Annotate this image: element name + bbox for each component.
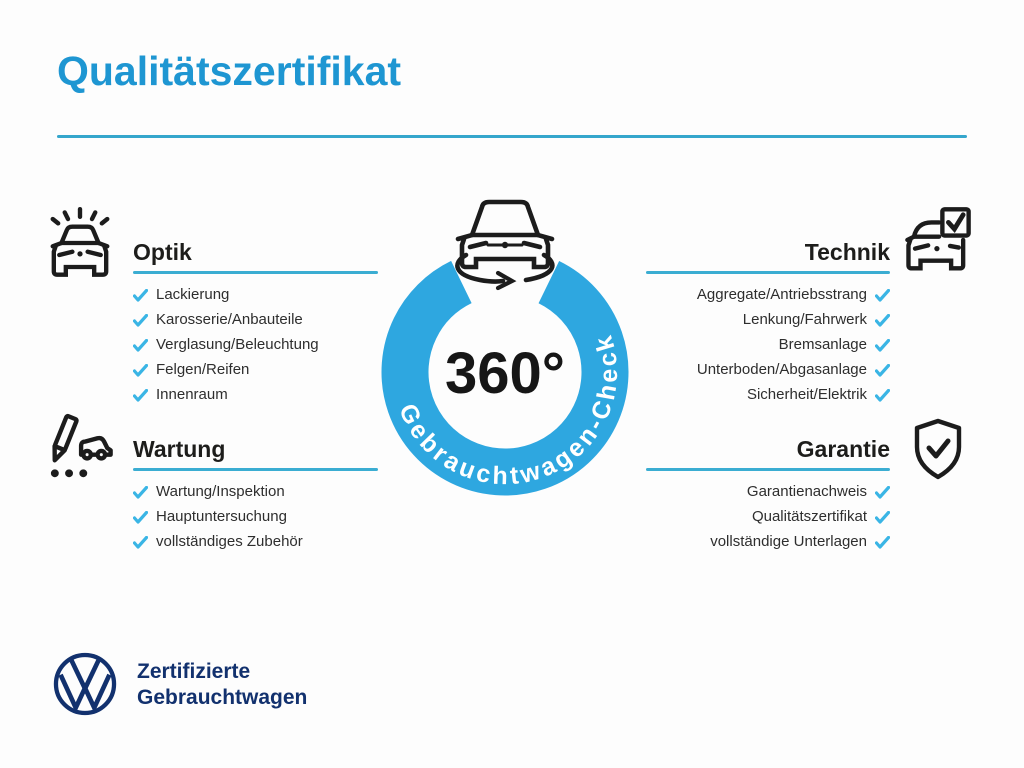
check-icon <box>875 535 890 549</box>
check-item-label: Karosserie/Anbauteile <box>156 311 303 328</box>
section-title: Wartung <box>133 436 226 462</box>
check-item-label: Sicherheit/Elektrik <box>746 386 867 403</box>
check-list-item: Lenkung/Fahrwerk <box>646 312 890 328</box>
check-list-item: Aggregate/Antriebsstrang <box>646 287 890 303</box>
check-item-label: vollständiges Zubehör <box>156 533 303 550</box>
check-item-label: Innenraum <box>156 386 228 403</box>
page-title: Qualitätszertifikat <box>57 48 402 94</box>
check-item-label: Verglasung/Beleuchtung <box>156 336 319 353</box>
check-list-item: Innenraum <box>133 387 378 403</box>
check-item-label: Felgen/Reifen <box>156 361 250 378</box>
section-underline <box>133 271 378 274</box>
check-list-item: Garantienachweis <box>646 484 890 500</box>
check-item-label: Lenkung/Fahrwerk <box>742 311 867 328</box>
check-icon <box>875 288 890 302</box>
car-checkbox-icon <box>905 207 971 271</box>
check-item-label: Aggregate/Antriebsstrang <box>696 286 867 303</box>
check-icon <box>875 313 890 327</box>
check-list-item: Bremsanlage <box>646 337 890 353</box>
check-item-label: Garantienachweis <box>746 483 867 500</box>
check-list: Wartung/Inspektion Hauptuntersuchung volls… <box>133 484 378 550</box>
section-optik: Optik Lackierung Karosserie/Anbauteile Ver… <box>133 238 378 412</box>
section-underline <box>646 468 890 471</box>
car-shine-icon <box>50 207 110 277</box>
check-item-label: Hauptuntersuchung <box>156 508 287 525</box>
check-list: Garantienachweis Qualitätszertifikat volls… <box>646 484 890 550</box>
check-list-item: Hauptuntersuchung <box>133 509 378 525</box>
section-wartung: Wartung Wartung/Inspektion Hauptuntersuch… <box>133 435 378 559</box>
footer-claim-line2: Gebrauchtwagen <box>137 686 308 709</box>
section-underline <box>133 468 378 471</box>
check-list-item: Karosserie/Anbauteile <box>133 312 378 328</box>
section-underline <box>646 271 890 274</box>
check-icon <box>133 288 148 302</box>
check-icon <box>875 485 890 499</box>
section-title: Garantie <box>796 436 890 462</box>
check-icon <box>133 485 148 499</box>
title-divider <box>57 135 967 138</box>
check-item-label: Qualitätszertifikat <box>751 508 867 525</box>
check-icon <box>133 535 148 549</box>
check-item-label: Lackierung <box>156 286 230 303</box>
check-item-label: vollständige Unterlagen <box>710 533 867 550</box>
section-garantie: Garantie Garantienachweis Qualitätszertif… <box>646 435 890 559</box>
badge-360: Gebrauchtwagen-Check 360° <box>381 199 629 496</box>
check-icon <box>133 313 148 327</box>
check-item-label: Wartung/Inspektion <box>156 483 285 500</box>
section-title: Optik <box>133 239 192 265</box>
check-icon <box>875 338 890 352</box>
check-icon <box>133 363 148 377</box>
footer-claim-line1: Zertifizierte <box>137 660 251 683</box>
check-icon <box>875 510 890 524</box>
check-icon <box>133 338 148 352</box>
vw-logo <box>53 652 117 716</box>
check-list-item: Sicherheit/Elektrik <box>646 387 890 403</box>
check-item-label: Bremsanlage <box>778 336 867 353</box>
check-list-item: Lackierung <box>133 287 378 303</box>
degrees-label: 360° <box>445 341 565 406</box>
car-rotation-icon <box>455 199 555 291</box>
check-icon <box>133 510 148 524</box>
check-icon <box>133 388 148 402</box>
section-technik: Technik Aggregate/Antriebsstrang Lenkung/… <box>646 238 890 412</box>
check-icon <box>875 363 890 377</box>
check-list-item: Verglasung/Beleuchtung <box>133 337 378 353</box>
check-list-item: Unterboden/Abgasanlage <box>646 362 890 378</box>
check-list: Lackierung Karosserie/Anbauteile Verglasun… <box>133 287 378 403</box>
check-list-item: vollständiges Zubehör <box>133 534 378 550</box>
check-list-item: Wartung/Inspektion <box>133 484 378 500</box>
check-icon <box>875 388 890 402</box>
check-list: Aggregate/Antriebsstrang Lenkung/Fahrwerk… <box>646 287 890 403</box>
check-item-label: Unterboden/Abgasanlage <box>696 361 867 378</box>
pencil-checklist-car-icon <box>50 413 113 478</box>
shield-check-icon <box>914 418 962 480</box>
footer-claim: Zertifizierte Gebrauchtwagen <box>137 659 307 711</box>
section-title: Technik <box>804 239 890 265</box>
check-list-item: vollständige Unterlagen <box>646 534 890 550</box>
check-list-item: Qualitätszertifikat <box>646 509 890 525</box>
check-list-item: Felgen/Reifen <box>133 362 378 378</box>
